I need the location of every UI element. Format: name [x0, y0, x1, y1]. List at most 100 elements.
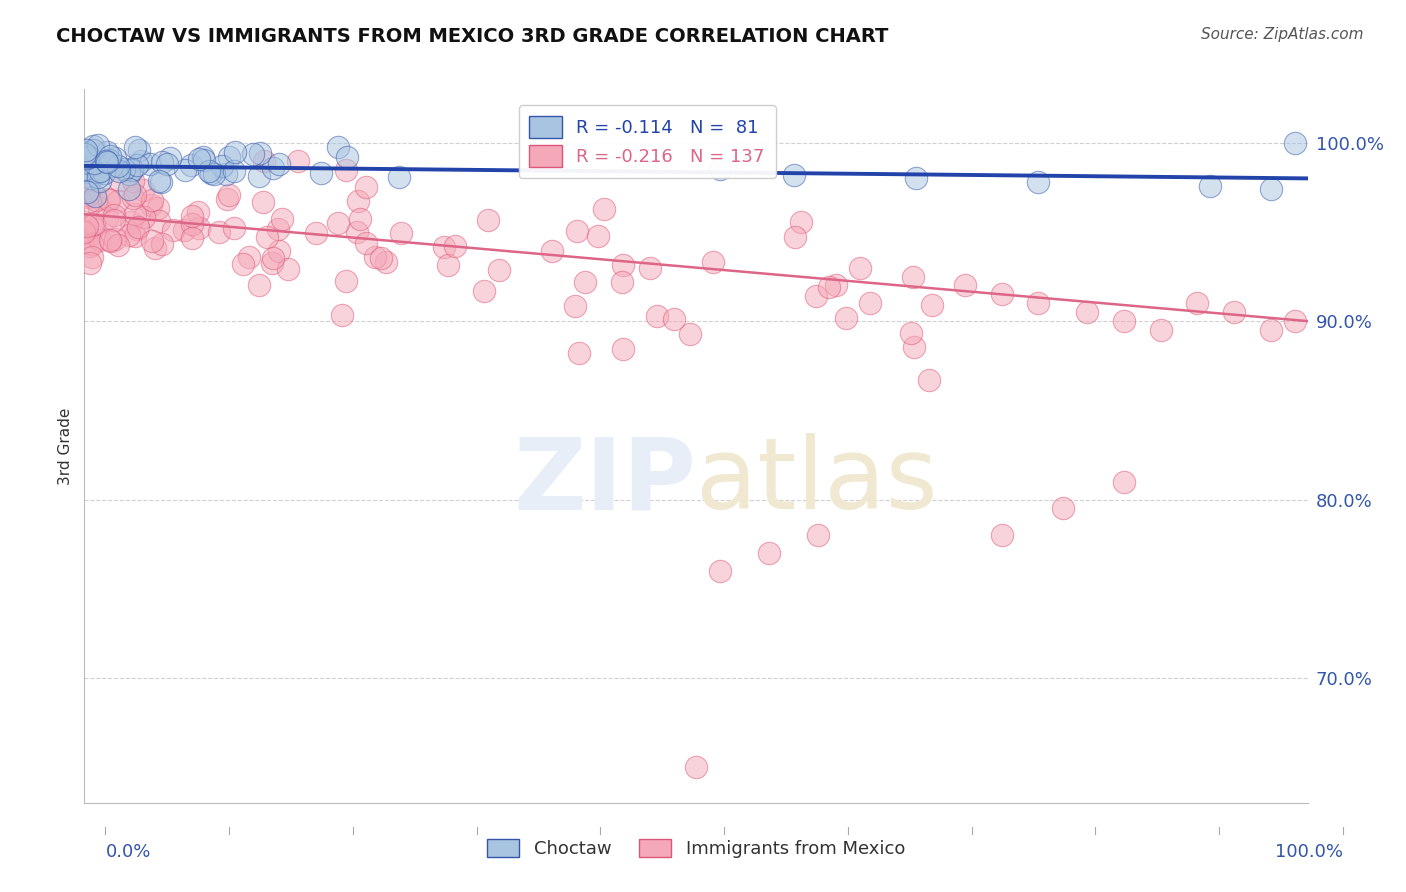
Point	[540, 244, 562, 259]
Point	[112, 162, 135, 177]
Point	[103, 232, 125, 246]
Point	[304, 227, 326, 241]
Point	[77, 150, 100, 164]
Point	[271, 212, 294, 227]
Point	[326, 140, 349, 154]
Point	[150, 154, 173, 169]
Point	[991, 528, 1014, 542]
Point	[124, 207, 146, 221]
Point	[238, 250, 260, 264]
Point	[197, 163, 219, 178]
Point	[124, 139, 146, 153]
Point	[122, 174, 145, 188]
Point	[612, 342, 634, 356]
Point	[1260, 323, 1282, 337]
Point	[79, 194, 101, 208]
Point	[141, 198, 163, 212]
Point	[118, 168, 141, 182]
Point	[685, 760, 707, 774]
Point	[89, 164, 111, 178]
Text: ZIP: ZIP	[513, 434, 696, 530]
Point	[262, 251, 284, 265]
Point	[89, 155, 111, 169]
Point	[224, 145, 246, 160]
Point	[83, 189, 105, 203]
Point	[208, 225, 231, 239]
Point	[679, 326, 702, 341]
Point	[89, 174, 111, 188]
Point	[122, 191, 145, 205]
Point	[488, 262, 510, 277]
Point	[758, 546, 780, 560]
Point	[647, 309, 669, 323]
Point	[218, 187, 240, 202]
Point	[709, 564, 731, 578]
Text: CHOCTAW VS IMMIGRANTS FROM MEXICO 3RD GRADE CORRELATION CHART: CHOCTAW VS IMMIGRANTS FROM MEXICO 3RD GR…	[56, 27, 889, 45]
Point	[859, 295, 882, 310]
Point	[89, 232, 111, 246]
Point	[97, 193, 120, 207]
Point	[180, 158, 202, 172]
Point	[1028, 175, 1050, 189]
Point	[181, 231, 204, 245]
Point	[1223, 305, 1246, 319]
Point	[903, 340, 925, 354]
Point	[108, 173, 131, 187]
Point	[783, 168, 806, 182]
Point	[818, 280, 841, 294]
Point	[217, 192, 239, 206]
Point	[121, 162, 143, 177]
Text: 100.0%: 100.0%	[1275, 843, 1343, 861]
Point	[612, 258, 634, 272]
Point	[472, 284, 495, 298]
Point	[835, 310, 858, 325]
Point	[96, 155, 118, 169]
Point	[790, 215, 813, 229]
Point	[80, 171, 103, 186]
Point	[252, 194, 274, 209]
Point	[118, 182, 141, 196]
Point	[121, 162, 143, 177]
Point	[77, 188, 100, 202]
Point	[125, 158, 148, 172]
Point	[266, 221, 288, 235]
Point	[269, 157, 291, 171]
Point	[76, 185, 98, 199]
Point	[127, 219, 149, 234]
Point	[363, 250, 385, 264]
Point	[107, 194, 129, 208]
Point	[1260, 182, 1282, 196]
Point	[79, 256, 101, 270]
Point	[76, 156, 98, 170]
Point	[187, 221, 209, 235]
Point	[354, 235, 377, 250]
Point	[326, 216, 349, 230]
Point	[139, 157, 162, 171]
Point	[437, 258, 460, 272]
Point	[702, 255, 724, 269]
Text: 0.0%: 0.0%	[105, 843, 150, 861]
Point	[900, 326, 922, 341]
Point	[124, 229, 146, 244]
Point	[709, 162, 731, 177]
Point	[97, 192, 120, 206]
Point	[77, 183, 100, 197]
Point	[375, 255, 398, 269]
Point	[162, 223, 184, 237]
Point	[76, 226, 98, 240]
Text: Source: ZipAtlas.com: Source: ZipAtlas.com	[1201, 27, 1364, 42]
Point	[104, 151, 127, 165]
Point	[188, 152, 211, 166]
Point	[86, 164, 108, 178]
Point	[159, 151, 181, 165]
Point	[1150, 323, 1173, 337]
Point	[107, 164, 129, 178]
Point	[73, 218, 96, 232]
Point	[132, 210, 155, 224]
Point	[807, 528, 830, 542]
Point	[568, 345, 591, 359]
Point	[309, 165, 332, 179]
Point	[73, 162, 96, 177]
Point	[905, 171, 928, 186]
Point	[131, 183, 153, 197]
